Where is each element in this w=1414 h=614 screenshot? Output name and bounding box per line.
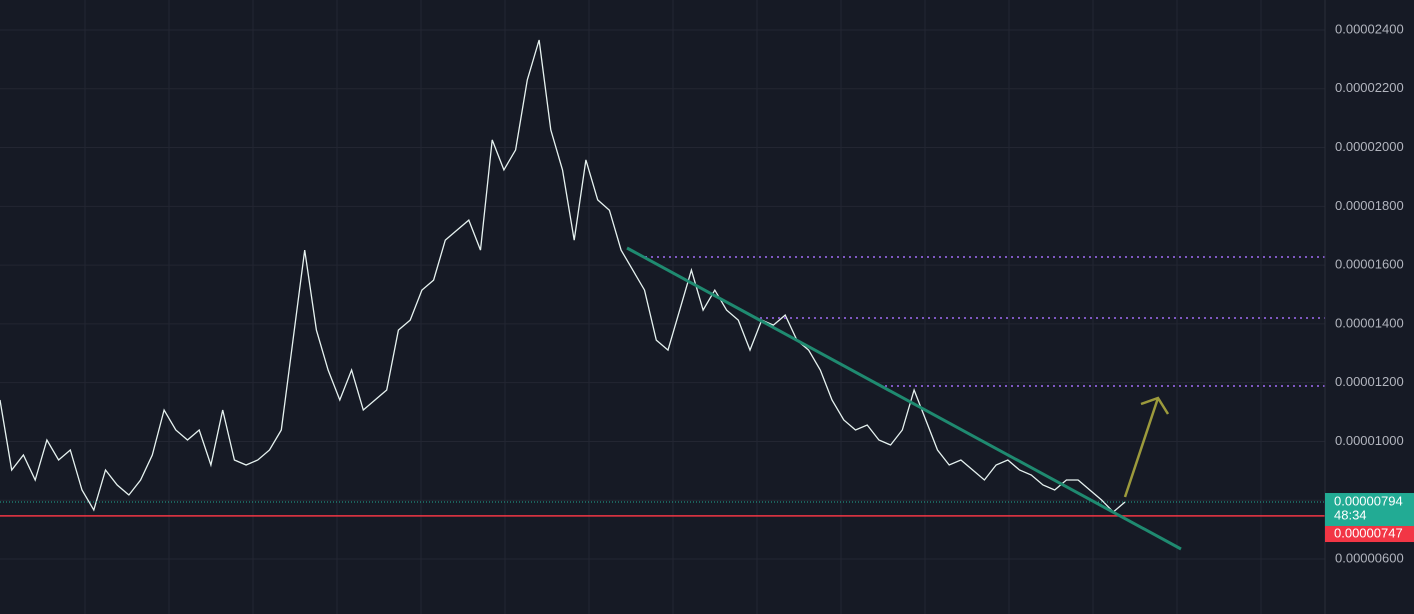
- y-tick-label: 0.00002400: [1335, 21, 1404, 36]
- y-tick-label: 0.00002200: [1335, 80, 1404, 95]
- price-tag: [1325, 526, 1414, 543]
- arrow: [1123, 396, 1170, 498]
- y-tick-label: 0.00002000: [1335, 139, 1404, 154]
- y-tick-label: 0.00000600: [1335, 550, 1404, 565]
- countdown: 48:34: [1334, 507, 1367, 522]
- y-tick-label: 0.00001000: [1335, 433, 1404, 448]
- plot: [0, 39, 1325, 517]
- y-tick-label: 0.00001600: [1335, 257, 1404, 272]
- price-line: [0, 39, 1126, 513]
- y-tick-label: 0.00001400: [1335, 315, 1404, 330]
- y-tick-label: 0.00001200: [1335, 374, 1404, 389]
- price-tag-label: 0.00000747: [1334, 525, 1403, 540]
- trend-line: [626, 246, 1182, 551]
- time-grid: [0, 0, 1325, 614]
- y-tick-label: 0.00001800: [1335, 198, 1404, 213]
- price-tag: [1325, 493, 1414, 527]
- price-tag-label: 0.00000794: [1334, 493, 1403, 508]
